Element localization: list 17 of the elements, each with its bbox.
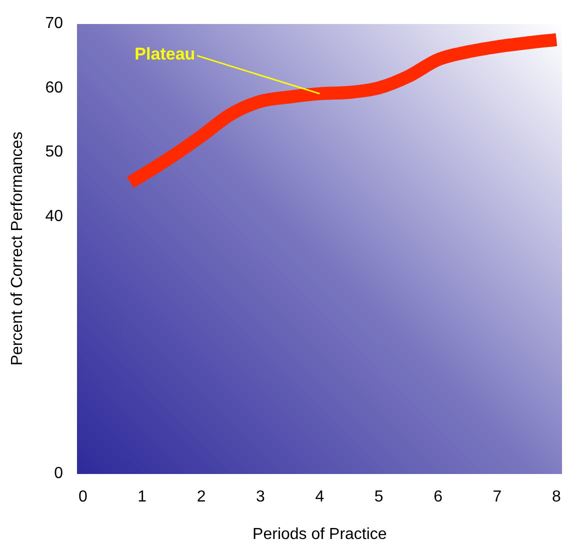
x-tick-label: 8 [552, 488, 561, 506]
y-tick-label: 40 [45, 208, 64, 225]
y-tick-label: 60 [45, 79, 64, 96]
y-tick-label: 50 [45, 144, 64, 161]
y-tick-label: 0 [54, 465, 64, 482]
x-tick-label: 2 [196, 488, 206, 506]
y-tick-label: 70 [45, 15, 64, 32]
x-tick-label: 5 [374, 488, 384, 506]
x-tick-label: 7 [492, 488, 502, 506]
annotation: Plateau [134, 44, 196, 64]
y-axis-title: Percent of Correct Performances [9, 132, 26, 366]
x-tick-label: 6 [434, 488, 443, 506]
x-tick-label: 3 [256, 488, 266, 506]
x-tick-label: 4 [315, 488, 324, 506]
x-tick-label: 1 [138, 488, 147, 506]
x-tick-label: 0 [78, 488, 88, 506]
x-axis-title: Periods of Practice [252, 526, 387, 543]
